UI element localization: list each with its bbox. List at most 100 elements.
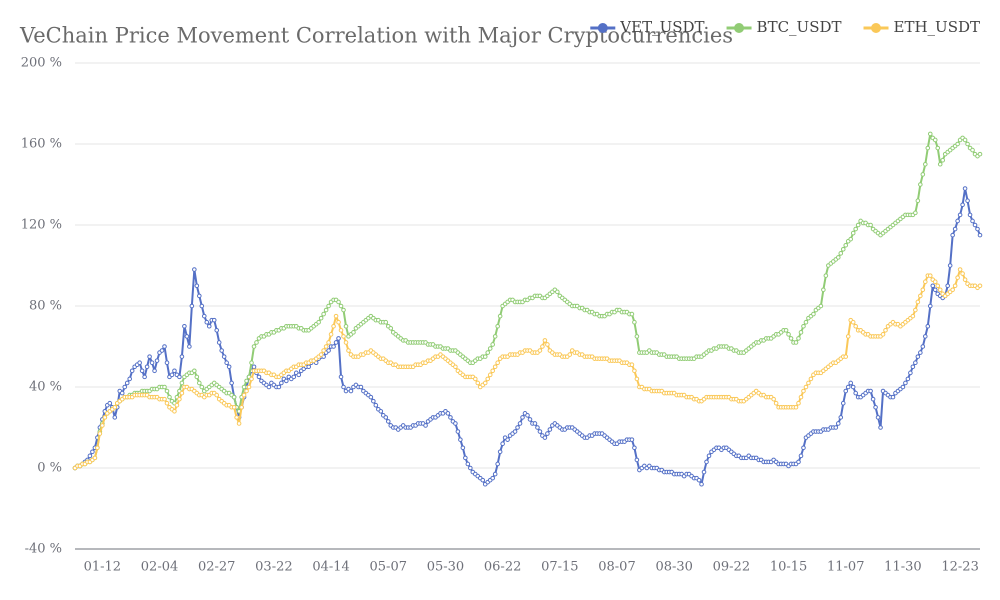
- point: [206, 323, 212, 329]
- point: [835, 421, 841, 426]
- point: [211, 317, 217, 323]
- point: [845, 334, 851, 339]
- point: [786, 332, 791, 337]
- point: [520, 415, 525, 420]
- point: [326, 348, 331, 353]
- point: [957, 267, 963, 272]
- point: [900, 384, 906, 390]
- point: [952, 226, 958, 232]
- point: [137, 360, 142, 366]
- point: [920, 344, 926, 349]
- point: [266, 384, 272, 390]
- point: [119, 390, 125, 396]
- point: [256, 374, 262, 380]
- y-tick-label: 80 %: [29, 299, 62, 314]
- point: [632, 445, 637, 451]
- point: [482, 354, 488, 359]
- point: [107, 400, 113, 406]
- point: [177, 374, 182, 380]
- point: [840, 247, 846, 252]
- point: [965, 141, 970, 147]
- point: [371, 398, 376, 404]
- point: [323, 344, 329, 349]
- point: [343, 340, 349, 345]
- point: [187, 344, 192, 349]
- point: [923, 279, 928, 285]
- line: [74, 187, 981, 486]
- point: [453, 364, 458, 370]
- point: [788, 336, 794, 341]
- legend-label: ETH_USDT: [894, 18, 980, 36]
- point: [455, 429, 461, 434]
- x-tick-label: 09-22: [713, 560, 750, 575]
- point: [224, 360, 229, 366]
- series: [72, 131, 983, 471]
- point: [90, 449, 95, 455]
- point: [975, 226, 980, 232]
- point: [843, 354, 849, 359]
- point: [184, 334, 190, 339]
- point: [542, 435, 548, 440]
- point: [172, 409, 177, 414]
- point: [472, 376, 478, 382]
- point: [952, 283, 958, 289]
- point: [555, 289, 560, 295]
- point: [927, 303, 933, 309]
- point: [199, 303, 205, 309]
- point: [154, 358, 160, 363]
- point: [333, 340, 339, 345]
- point: [935, 283, 941, 289]
- point: [214, 392, 220, 398]
- point: [338, 303, 344, 309]
- point: [525, 413, 530, 418]
- point: [343, 323, 349, 329]
- point: [149, 360, 155, 366]
- point: [632, 319, 637, 325]
- x-tick-label: 11-07: [827, 560, 864, 575]
- point: [696, 477, 702, 483]
- point: [955, 141, 960, 147]
- point: [701, 469, 707, 475]
- point: [913, 210, 918, 216]
- point: [276, 384, 282, 390]
- point: [835, 255, 841, 260]
- point: [346, 348, 351, 353]
- point: [490, 475, 495, 481]
- point: [291, 374, 297, 380]
- x-tick-label: 04-14: [312, 560, 349, 575]
- point: [244, 388, 249, 394]
- point: [197, 380, 202, 386]
- point: [920, 287, 926, 293]
- point: [937, 287, 943, 293]
- point: [129, 368, 135, 374]
- point: [458, 437, 463, 442]
- point: [535, 425, 540, 430]
- point: [368, 394, 374, 400]
- point: [164, 360, 170, 366]
- point: [527, 417, 533, 422]
- point: [348, 388, 354, 394]
- point: [878, 425, 883, 430]
- point: [244, 378, 249, 384]
- point: [913, 307, 918, 313]
- point: [241, 392, 247, 398]
- point: [92, 455, 98, 461]
- point: [492, 334, 498, 339]
- point: [95, 445, 100, 451]
- point: [231, 394, 237, 400]
- series: [72, 186, 983, 487]
- point: [326, 303, 331, 309]
- point: [840, 400, 846, 406]
- point: [793, 404, 799, 410]
- x-tick-label: 11-30: [884, 560, 921, 575]
- x-tick-label: 05-07: [370, 560, 407, 575]
- point: [316, 319, 321, 325]
- point: [848, 380, 854, 386]
- point: [940, 157, 946, 163]
- point: [321, 348, 326, 353]
- point: [868, 388, 873, 394]
- point: [179, 390, 185, 396]
- point: [823, 273, 829, 278]
- point: [923, 334, 928, 339]
